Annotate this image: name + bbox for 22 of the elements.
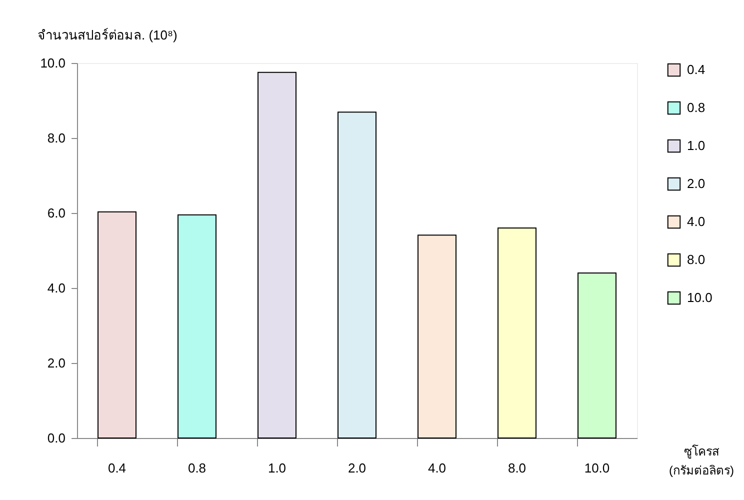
y-tick-label: 8.0	[47, 130, 66, 146]
y-tick-label: 10.0	[40, 56, 66, 70]
y-axis-title: จำนวนสปอร์ต่อมล. (10⁸)	[38, 28, 178, 42]
x-tick-label: 2.0	[348, 460, 366, 476]
legend-label: 1.0	[687, 138, 706, 153]
x-tick-label: 8.0	[508, 460, 526, 476]
y-tick-label: 0.0	[47, 430, 66, 446]
y-tick-label: 4.0	[47, 280, 66, 296]
legend-label: 0.4	[687, 62, 706, 77]
x-tick-label: 0.4	[108, 460, 126, 476]
legend-label: 10.0	[687, 290, 712, 305]
y-tick-label: 6.0	[47, 206, 66, 220]
x-axis-title: ซูโครส (กรัมต่อลิตร)	[669, 444, 734, 478]
x-tick-label: 4.0	[428, 460, 446, 476]
y-tick-label: 2.0	[47, 356, 66, 370]
x-tick-label: 0.8	[188, 460, 206, 476]
legend-label: 8.0	[687, 252, 706, 267]
x-tick-label: 10.0	[584, 460, 610, 476]
legend-label: 2.0	[687, 176, 706, 191]
x-tick-label: 1.0	[268, 460, 286, 476]
legend-label: 4.0	[687, 214, 706, 229]
legend-label: 0.8	[687, 100, 706, 115]
